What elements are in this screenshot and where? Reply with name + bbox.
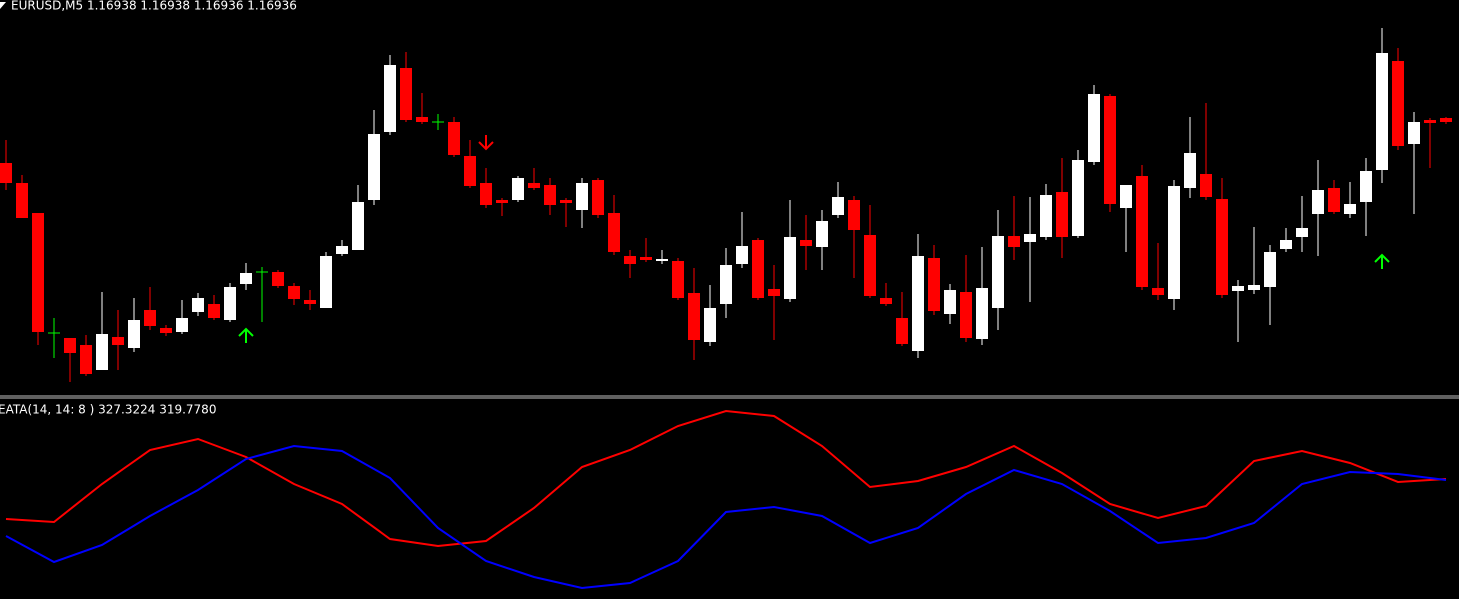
candle-body xyxy=(928,258,940,311)
candle-body xyxy=(1440,118,1452,122)
candle-body xyxy=(1024,234,1036,242)
candle-body xyxy=(912,256,924,351)
candle-body xyxy=(1184,153,1196,188)
candle-body xyxy=(112,337,124,345)
candle-body xyxy=(1344,204,1356,214)
candle-body xyxy=(320,256,332,308)
candle-body xyxy=(864,235,876,296)
candle-body xyxy=(1408,122,1420,144)
candle-body xyxy=(640,257,652,260)
candle-body xyxy=(576,183,588,210)
candle-body xyxy=(400,68,412,120)
window-icon xyxy=(0,2,6,9)
candle-body xyxy=(1248,285,1260,290)
candle-body xyxy=(1424,120,1436,123)
candle-body xyxy=(1168,186,1180,299)
candle-body xyxy=(848,200,860,230)
candle-body xyxy=(176,318,188,332)
candle-body xyxy=(160,328,172,333)
candle-body xyxy=(768,289,780,296)
buy-arrow xyxy=(1374,253,1390,269)
candle-body xyxy=(672,261,684,298)
candle-body xyxy=(544,185,556,205)
candle-body xyxy=(1136,176,1148,287)
candle-body xyxy=(448,122,460,155)
symbol-header: EURUSD,M5 1.16938 1.16938 1.16936 1.1693… xyxy=(11,0,297,13)
candle-body xyxy=(1376,53,1388,170)
candle-body xyxy=(240,273,252,284)
buy-arrow xyxy=(238,327,254,343)
candle-body xyxy=(496,200,508,203)
candle-body xyxy=(64,338,76,353)
candle-body xyxy=(1360,171,1372,202)
candle-body xyxy=(608,213,620,252)
candle-body xyxy=(752,240,764,298)
candle-body xyxy=(1072,160,1084,236)
candle-body xyxy=(288,286,300,299)
indicator-header: EATA(14, 14: 8 ) 327.3224 319.7780 xyxy=(0,403,216,417)
candle-body xyxy=(96,334,108,370)
candle-body xyxy=(896,318,908,344)
candle-body xyxy=(624,256,636,264)
indicator-line xyxy=(5,444,1447,590)
candle-body xyxy=(960,292,972,338)
candle-body xyxy=(784,237,796,299)
candle-body xyxy=(512,178,524,200)
candle-body xyxy=(416,117,428,122)
candle-body xyxy=(192,298,204,312)
candle-body xyxy=(560,200,572,203)
candle-body xyxy=(832,197,844,215)
candle-body xyxy=(128,320,140,348)
candle-body xyxy=(976,288,988,339)
candle-body xyxy=(656,259,668,261)
candle-body xyxy=(384,65,396,132)
candle-body xyxy=(816,221,828,247)
candle-body xyxy=(944,290,956,314)
candle-body xyxy=(688,293,700,340)
candle-body xyxy=(80,345,92,374)
candle-body xyxy=(1120,185,1132,208)
candle-body xyxy=(1392,61,1404,146)
candle-body xyxy=(1152,288,1164,295)
candle-body xyxy=(1216,199,1228,295)
candle-body xyxy=(464,156,476,186)
candle-body xyxy=(1008,236,1020,247)
candle-body xyxy=(368,134,380,200)
candle-body xyxy=(480,183,492,205)
candle-body xyxy=(1296,228,1308,237)
indicator-line xyxy=(5,409,1447,548)
candle-body xyxy=(272,272,284,286)
candle-body xyxy=(528,183,540,188)
candle-body xyxy=(592,180,604,215)
candle-body xyxy=(144,310,156,326)
candle-body xyxy=(1056,192,1068,237)
candle-body xyxy=(736,246,748,264)
candle-body xyxy=(880,298,892,304)
candle-body xyxy=(704,308,716,342)
sell-arrow xyxy=(478,135,494,151)
candle-body xyxy=(352,202,364,250)
candle-body xyxy=(224,287,236,320)
candle-body xyxy=(800,240,812,246)
candle-body xyxy=(1312,190,1324,214)
candle-body xyxy=(32,213,44,332)
candle-body xyxy=(1088,94,1100,162)
candle-body xyxy=(1232,286,1244,291)
candle-body xyxy=(304,300,316,304)
candle-body xyxy=(720,265,732,304)
candle-body xyxy=(0,163,12,183)
candle-body xyxy=(992,236,1004,308)
candle-body xyxy=(1040,195,1052,237)
candle-body xyxy=(1104,96,1116,204)
candle-body xyxy=(1280,240,1292,249)
candle-body xyxy=(1200,174,1212,197)
candle-body xyxy=(1328,188,1340,212)
candle-body xyxy=(336,246,348,254)
candle-body xyxy=(208,304,220,318)
candle-body xyxy=(16,183,28,218)
candle-body xyxy=(1264,252,1276,287)
